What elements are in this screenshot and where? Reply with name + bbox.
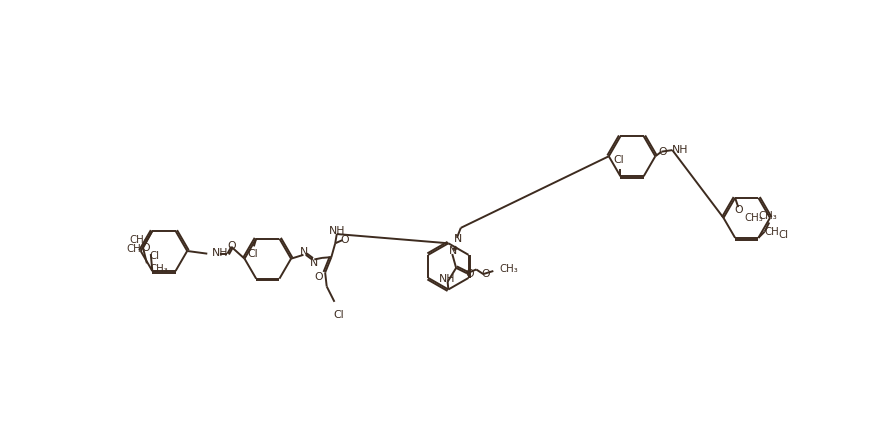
Text: CH: CH bbox=[126, 245, 142, 255]
Text: CH₃: CH₃ bbox=[744, 213, 764, 223]
Text: Cl: Cl bbox=[333, 310, 344, 320]
Text: O: O bbox=[659, 146, 668, 157]
Text: CH₃: CH₃ bbox=[499, 265, 518, 274]
Text: CH: CH bbox=[765, 227, 780, 237]
Text: NH: NH bbox=[328, 226, 345, 236]
Text: O: O bbox=[228, 241, 237, 251]
Text: O: O bbox=[340, 235, 349, 245]
Text: N: N bbox=[454, 234, 462, 244]
Text: Cl: Cl bbox=[613, 156, 624, 166]
Text: CH₃: CH₃ bbox=[758, 211, 777, 221]
Text: Cl: Cl bbox=[150, 251, 159, 261]
Text: CH₃: CH₃ bbox=[150, 265, 168, 275]
Text: O: O bbox=[315, 272, 323, 282]
Text: Cl: Cl bbox=[779, 230, 789, 240]
Text: NH: NH bbox=[212, 248, 229, 258]
Text: O: O bbox=[481, 269, 490, 279]
Text: NH: NH bbox=[439, 274, 455, 284]
Text: O: O bbox=[142, 243, 150, 253]
Text: O: O bbox=[734, 205, 743, 215]
Text: N: N bbox=[300, 247, 308, 257]
Text: N: N bbox=[449, 246, 457, 256]
Text: CH₃: CH₃ bbox=[130, 235, 149, 245]
Text: O: O bbox=[465, 269, 474, 279]
Text: N: N bbox=[310, 258, 318, 268]
Text: Cl: Cl bbox=[247, 249, 257, 259]
Text: NH: NH bbox=[672, 145, 689, 155]
